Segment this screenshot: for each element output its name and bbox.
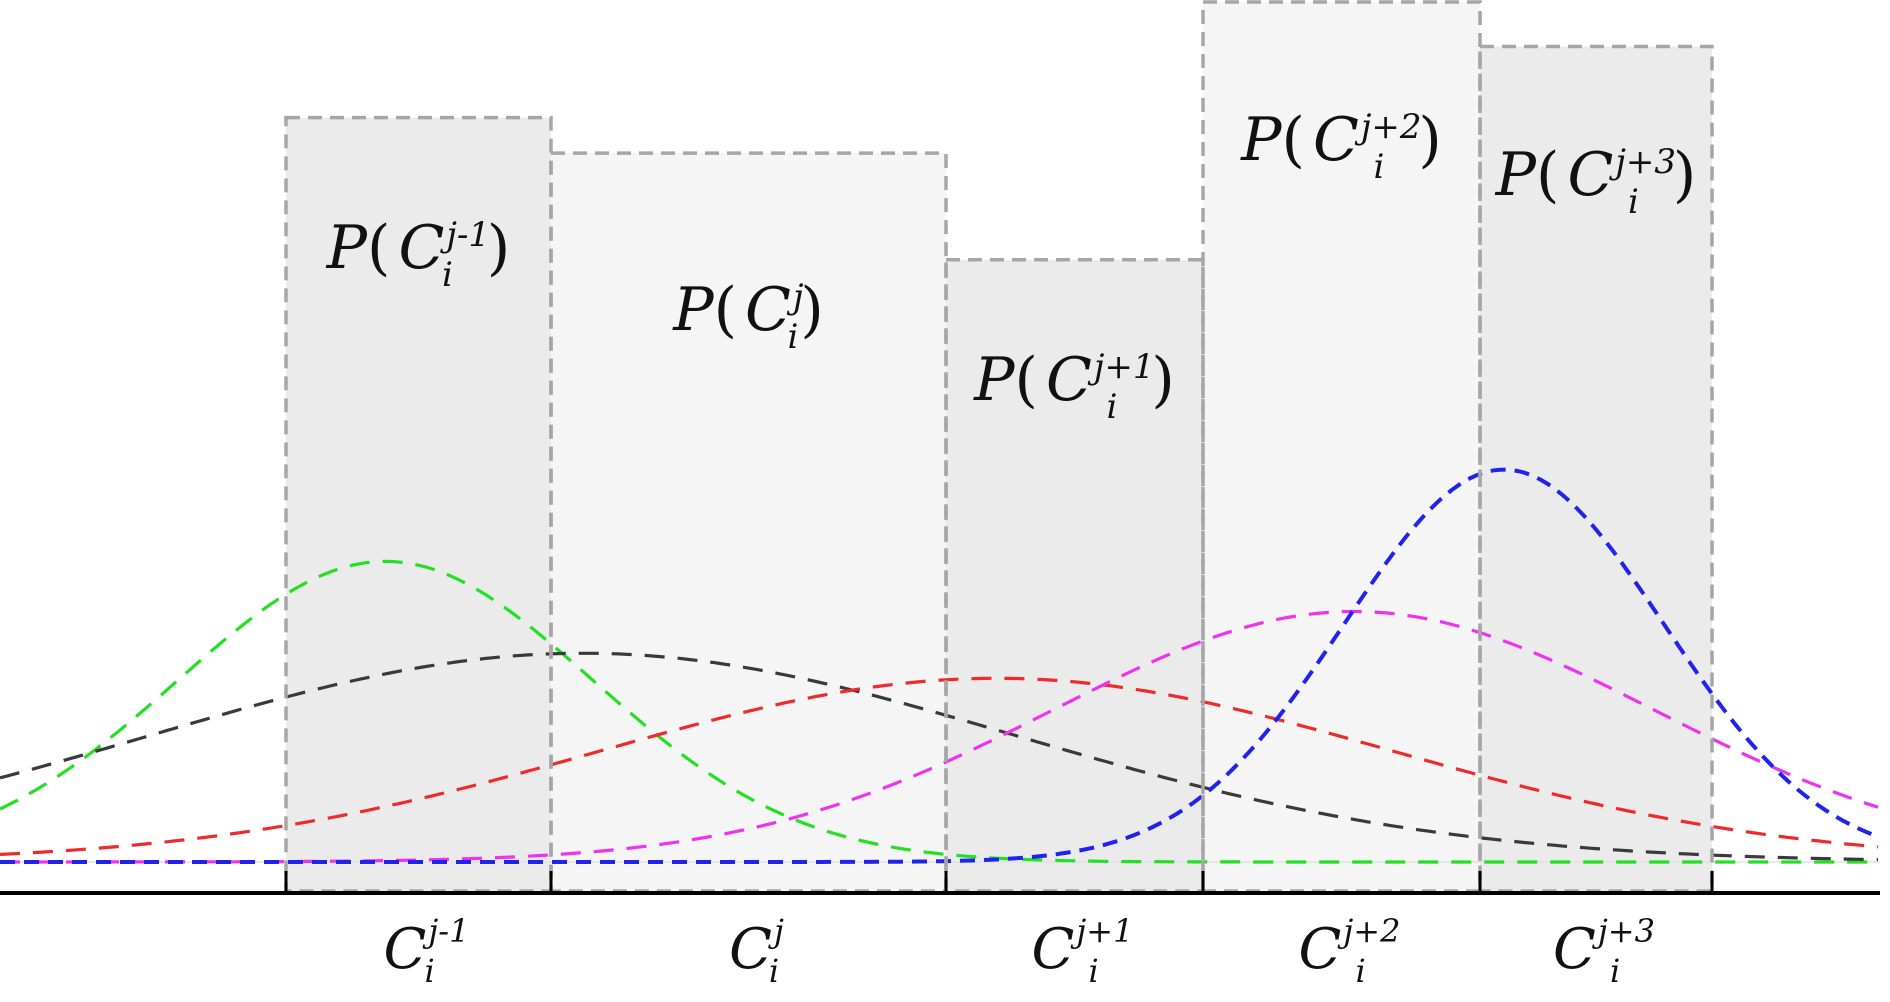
bin-4-fill bbox=[1203, 2, 1480, 891]
bin-4-probability-label: P(Cj+2 i) bbox=[1240, 105, 1442, 187]
bin-3-axis-label: Cj+1 i bbox=[1032, 912, 1134, 990]
bin-5-fill bbox=[1480, 46, 1712, 891]
bin-2-fill bbox=[551, 153, 946, 891]
bin-5-axis-label: Cj+3 i bbox=[1553, 912, 1655, 990]
curve-3 bbox=[0, 676, 1879, 856]
bin-2-probability-label: P(Cj i) bbox=[672, 275, 824, 357]
bin-2-axis-label: Cj i bbox=[729, 912, 784, 990]
probability-labels: P(Cj-1 i) P(Cj i) P(Cj+1 i) P(Cj+2 i) P(Cj+3 i) bbox=[326, 105, 1697, 427]
axis-ticks bbox=[284, 871, 1714, 893]
bin-1-axis-label: Cj-1 i bbox=[384, 912, 470, 990]
bin-3-fill bbox=[946, 259, 1203, 891]
axis-labels: Cj-1 i Cj i Cj+1 i Cj+2 i Cj+3 i bbox=[384, 912, 1655, 990]
bin-1-fill bbox=[286, 117, 551, 891]
distribution-curves bbox=[0, 467, 1879, 864]
bin-5-probability-label: P(Cj+3 i) bbox=[1495, 140, 1697, 222]
curve-2 bbox=[0, 651, 1879, 862]
bins bbox=[286, 2, 1712, 891]
curve-1 bbox=[0, 559, 1878, 864]
curve-5 bbox=[0, 467, 1879, 864]
bin-4-axis-label: Cj+2 i bbox=[1299, 912, 1401, 990]
bin-3-probability-label: P(Cj+1 i) bbox=[973, 345, 1175, 427]
bin-1-probability-label: P(Cj-1 i) bbox=[326, 213, 511, 295]
